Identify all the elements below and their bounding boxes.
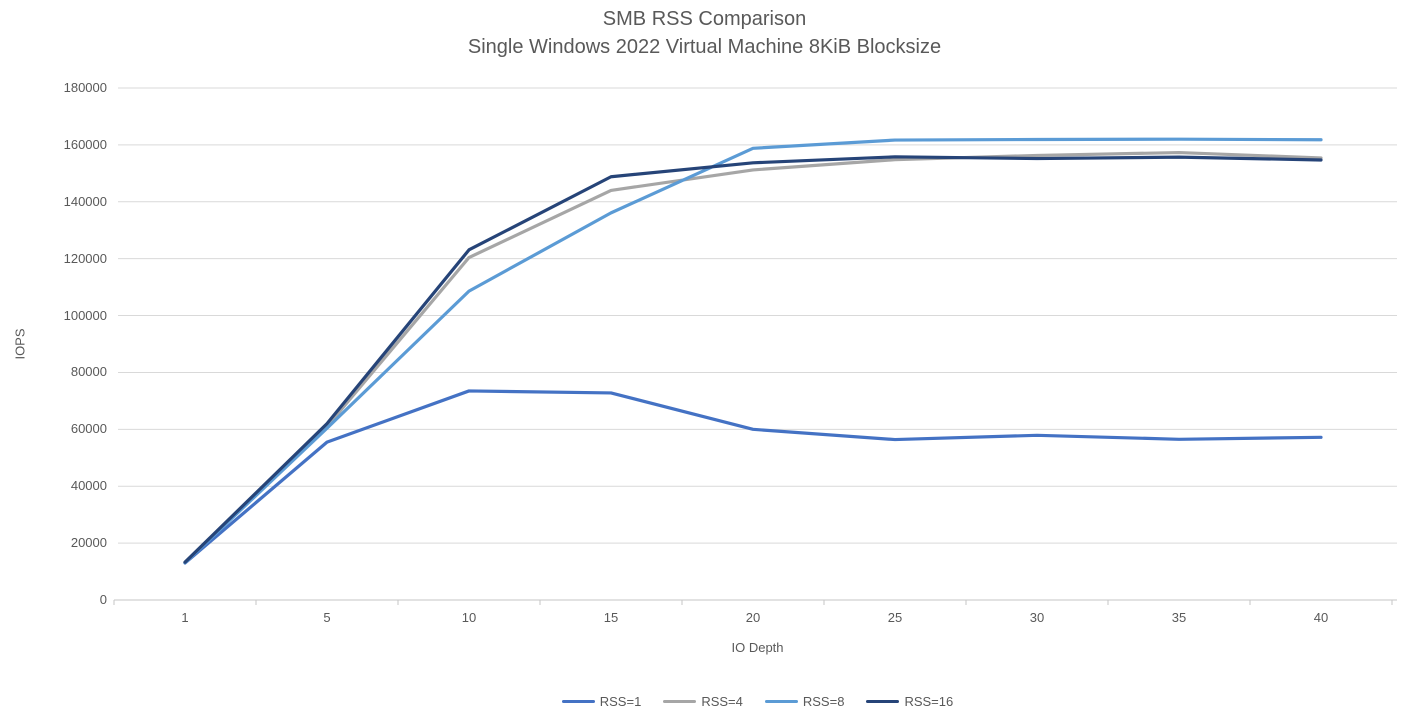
chart-title-line2: Single Windows 2022 Virtual Machine 8KiB… <box>467 36 942 58</box>
series-line-rss-4 <box>183 150 1323 565</box>
legend-line-swatch <box>764 699 798 704</box>
y-tick-label: 40000 <box>70 478 107 494</box>
y-tick-label: 80000 <box>70 364 107 380</box>
chart-title-line1: SMB RSS Comparison <box>602 8 807 30</box>
series-line-rss-16 <box>183 155 1323 564</box>
x-tick-label: 35 <box>1171 610 1187 625</box>
y-tick-label: 120000 <box>63 250 107 266</box>
series-line-rss-8 <box>183 137 1323 565</box>
legend-line-swatch <box>866 699 900 704</box>
x-tick-label: 25 <box>887 610 903 625</box>
x-tick-label: 10 <box>461 610 477 625</box>
y-tick-label: 100000 <box>63 307 107 323</box>
y-tick-label: 180000 <box>63 80 107 95</box>
y-axis-title: IOPS <box>12 328 28 360</box>
legend-item-rss-8: RSS=8 <box>764 694 845 709</box>
legend: RSS=1 RSS=4 RSS=8 RSS=16 <box>118 694 1397 709</box>
legend-label: RSS=8 <box>802 694 845 709</box>
x-tick-label: 5 <box>323 610 331 625</box>
legend-line-swatch <box>663 699 697 704</box>
legend-item-rss-4: RSS=4 <box>663 694 743 709</box>
y-tick-label: 0 <box>99 592 107 607</box>
x-axis-title: IO Depth <box>731 640 784 655</box>
series-line-rss-1 <box>183 389 1323 565</box>
legend-label: RSS=4 <box>701 694 743 709</box>
x-tick-label: 15 <box>603 610 619 625</box>
legend-line-swatch <box>561 699 595 704</box>
legend-item-rss-1: RSS=1 <box>561 694 642 709</box>
legend-item-rss-16: RSS=16 <box>866 694 953 709</box>
chart-title: SMB RSS Comparison Single Windows 2022 V… <box>0 5 1409 61</box>
y-tick-label: 60000 <box>70 421 107 437</box>
x-tick-label: 1 <box>181 610 189 625</box>
y-tick-label: 160000 <box>63 136 107 152</box>
x-tick-label: 30 <box>1029 610 1045 625</box>
legend-label: RSS=1 <box>599 694 642 709</box>
y-tick-label: 140000 <box>63 193 107 209</box>
y-tick-label: 20000 <box>70 535 107 551</box>
x-tick-label: 20 <box>745 610 761 625</box>
x-tick-label: 40 <box>1313 610 1329 625</box>
legend-label: RSS=16 <box>904 694 954 709</box>
